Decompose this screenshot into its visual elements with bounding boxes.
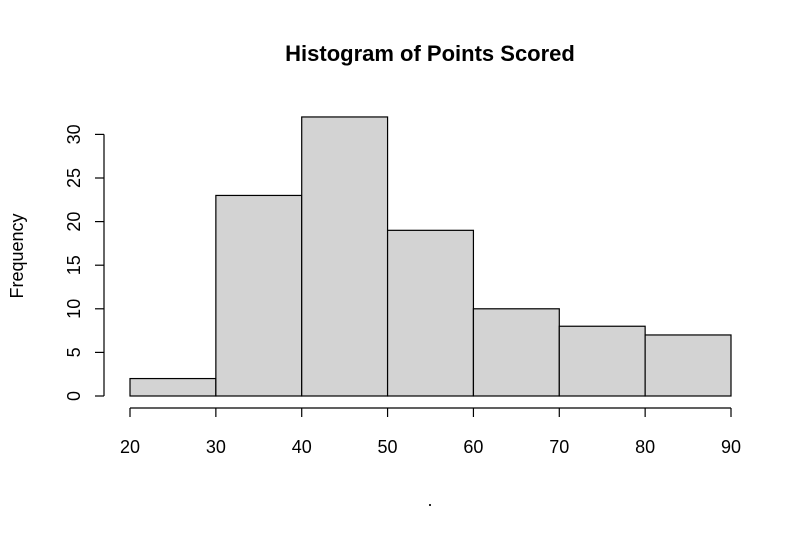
x-axis: 20 30 40 50 60 70 80 90 bbox=[120, 407, 741, 457]
bars-group bbox=[129, 116, 732, 397]
x-tick-label-50: 50 bbox=[378, 437, 398, 457]
x-tick-label-20: 20 bbox=[120, 437, 140, 457]
y-tick-label-10: 10 bbox=[64, 299, 84, 319]
x-axis-label: . bbox=[427, 490, 432, 510]
y-tick-label-25: 25 bbox=[64, 168, 84, 188]
bar-70-80 bbox=[558, 325, 646, 397]
x-tick-label-30: 30 bbox=[206, 437, 226, 457]
y-tick-label-20: 20 bbox=[64, 212, 84, 232]
bar-80-90 bbox=[644, 334, 732, 397]
y-tick-label-30: 30 bbox=[64, 124, 84, 144]
bar-40-50 bbox=[301, 116, 389, 397]
y-tick-label-15: 15 bbox=[64, 255, 84, 275]
x-tick-label-60: 60 bbox=[463, 437, 483, 457]
y-tick-label-5: 5 bbox=[64, 347, 84, 357]
x-tick-label-90: 90 bbox=[721, 437, 741, 457]
x-tick-label-80: 80 bbox=[635, 437, 655, 457]
y-axis: 0 5 10 15 20 25 30 bbox=[64, 124, 105, 401]
bar-20-30 bbox=[129, 377, 217, 397]
bar-30-40 bbox=[215, 194, 303, 397]
chart-title: Histogram of Points Scored bbox=[285, 41, 575, 66]
x-tick-label-70: 70 bbox=[549, 437, 569, 457]
y-axis-label: Frequency bbox=[7, 213, 27, 298]
x-tick-label-40: 40 bbox=[292, 437, 312, 457]
y-tick-label-0: 0 bbox=[64, 391, 84, 401]
bar-50-60 bbox=[386, 229, 475, 397]
bar-60-70 bbox=[472, 308, 560, 397]
